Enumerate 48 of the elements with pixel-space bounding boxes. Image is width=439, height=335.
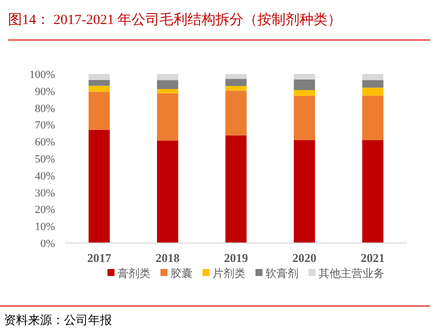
x-tick-label: 2017 [87,251,112,265]
bar [225,135,247,243]
y-tick-label: 70% [34,120,55,132]
bar [362,96,384,140]
bar [225,86,247,91]
legend-label: 胶囊 [170,267,192,280]
y-tick-label: 40% [34,170,55,182]
legend-label: 软膏剂 [266,267,298,280]
x-tick-label: 2021 [360,251,385,265]
y-tick-label: 80% [34,102,55,115]
bar [362,74,384,80]
bar [294,79,315,90]
bar [294,140,315,243]
bar [294,96,315,140]
bar [225,78,247,86]
bar [157,93,178,141]
y-tick-label: 90% [34,86,55,98]
bar [157,74,178,80]
bar [88,80,110,86]
bar [362,88,384,96]
legend-label: 片剂类 [212,267,246,280]
x-tick-label: 2018 [156,251,180,265]
bar [362,140,384,243]
bar [88,92,110,130]
legend-label: 膏剂类 [118,267,150,280]
y-tick-label: 30% [34,187,55,200]
bar [157,89,178,94]
bar [157,140,178,243]
annotation: 资料来源：公司年报 [4,313,112,327]
bar [294,90,315,96]
y-tick-label: 100% [29,69,55,81]
y-tick-label: 50% [34,154,55,166]
title: 图14： 2017-2021 年公司毛利结构拆分（按制剂种类） [8,13,342,28]
bar [157,80,178,90]
bar [362,80,384,88]
bar [88,74,110,80]
y-tick-label: 60% [34,136,55,149]
y-tick-label: 10% [34,221,55,234]
x-tick-label: 2020 [292,251,316,265]
y-tick-label: 20% [34,204,55,216]
legend-label: 其他主营业务 [318,267,384,280]
bar [88,86,110,92]
y-tick-label: 0% [40,238,55,250]
bar [225,74,247,79]
bar [225,90,247,136]
bar [294,74,315,80]
bar [88,130,110,243]
x-tick-label: 2019 [224,251,248,265]
